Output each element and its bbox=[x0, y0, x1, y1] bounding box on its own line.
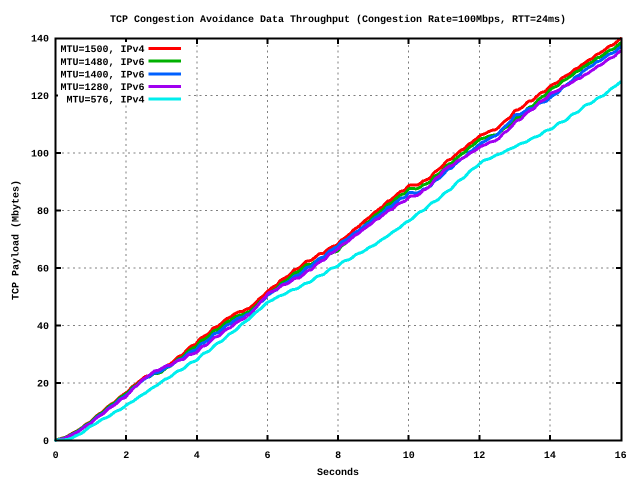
svg-text:TCP Congestion Avoidance Data: TCP Congestion Avoidance Data Throughput… bbox=[110, 14, 566, 26]
svg-text:140: 140 bbox=[31, 35, 49, 46]
svg-text:MTU=1280, IPv6: MTU=1280, IPv6 bbox=[60, 83, 144, 94]
svg-text:4: 4 bbox=[194, 451, 200, 462]
svg-text:120: 120 bbox=[31, 92, 49, 103]
svg-text:Seconds: Seconds bbox=[317, 467, 359, 479]
svg-text:10: 10 bbox=[403, 451, 415, 462]
svg-text:2: 2 bbox=[123, 451, 129, 462]
svg-text:60: 60 bbox=[37, 265, 49, 276]
svg-text:MTU=1500, IPv4: MTU=1500, IPv4 bbox=[60, 45, 144, 56]
svg-text:MTU=576, IPv4: MTU=576, IPv4 bbox=[66, 96, 144, 107]
svg-text:40: 40 bbox=[37, 322, 49, 333]
svg-text:100: 100 bbox=[31, 150, 49, 161]
svg-text:6: 6 bbox=[264, 451, 270, 462]
svg-text:16: 16 bbox=[615, 451, 627, 462]
svg-text:20: 20 bbox=[37, 380, 49, 391]
svg-text:0: 0 bbox=[53, 451, 59, 462]
svg-text:0: 0 bbox=[43, 437, 49, 448]
svg-text:12: 12 bbox=[473, 451, 485, 462]
svg-text:14: 14 bbox=[544, 451, 556, 462]
svg-text:MTU=1400, IPv6: MTU=1400, IPv6 bbox=[60, 70, 144, 81]
svg-text:8: 8 bbox=[335, 451, 341, 462]
svg-text:80: 80 bbox=[37, 207, 49, 218]
svg-text:MTU=1480, IPv6: MTU=1480, IPv6 bbox=[60, 58, 144, 69]
svg-text:TCP Payload (Mbytes): TCP Payload (Mbytes) bbox=[11, 180, 23, 300]
